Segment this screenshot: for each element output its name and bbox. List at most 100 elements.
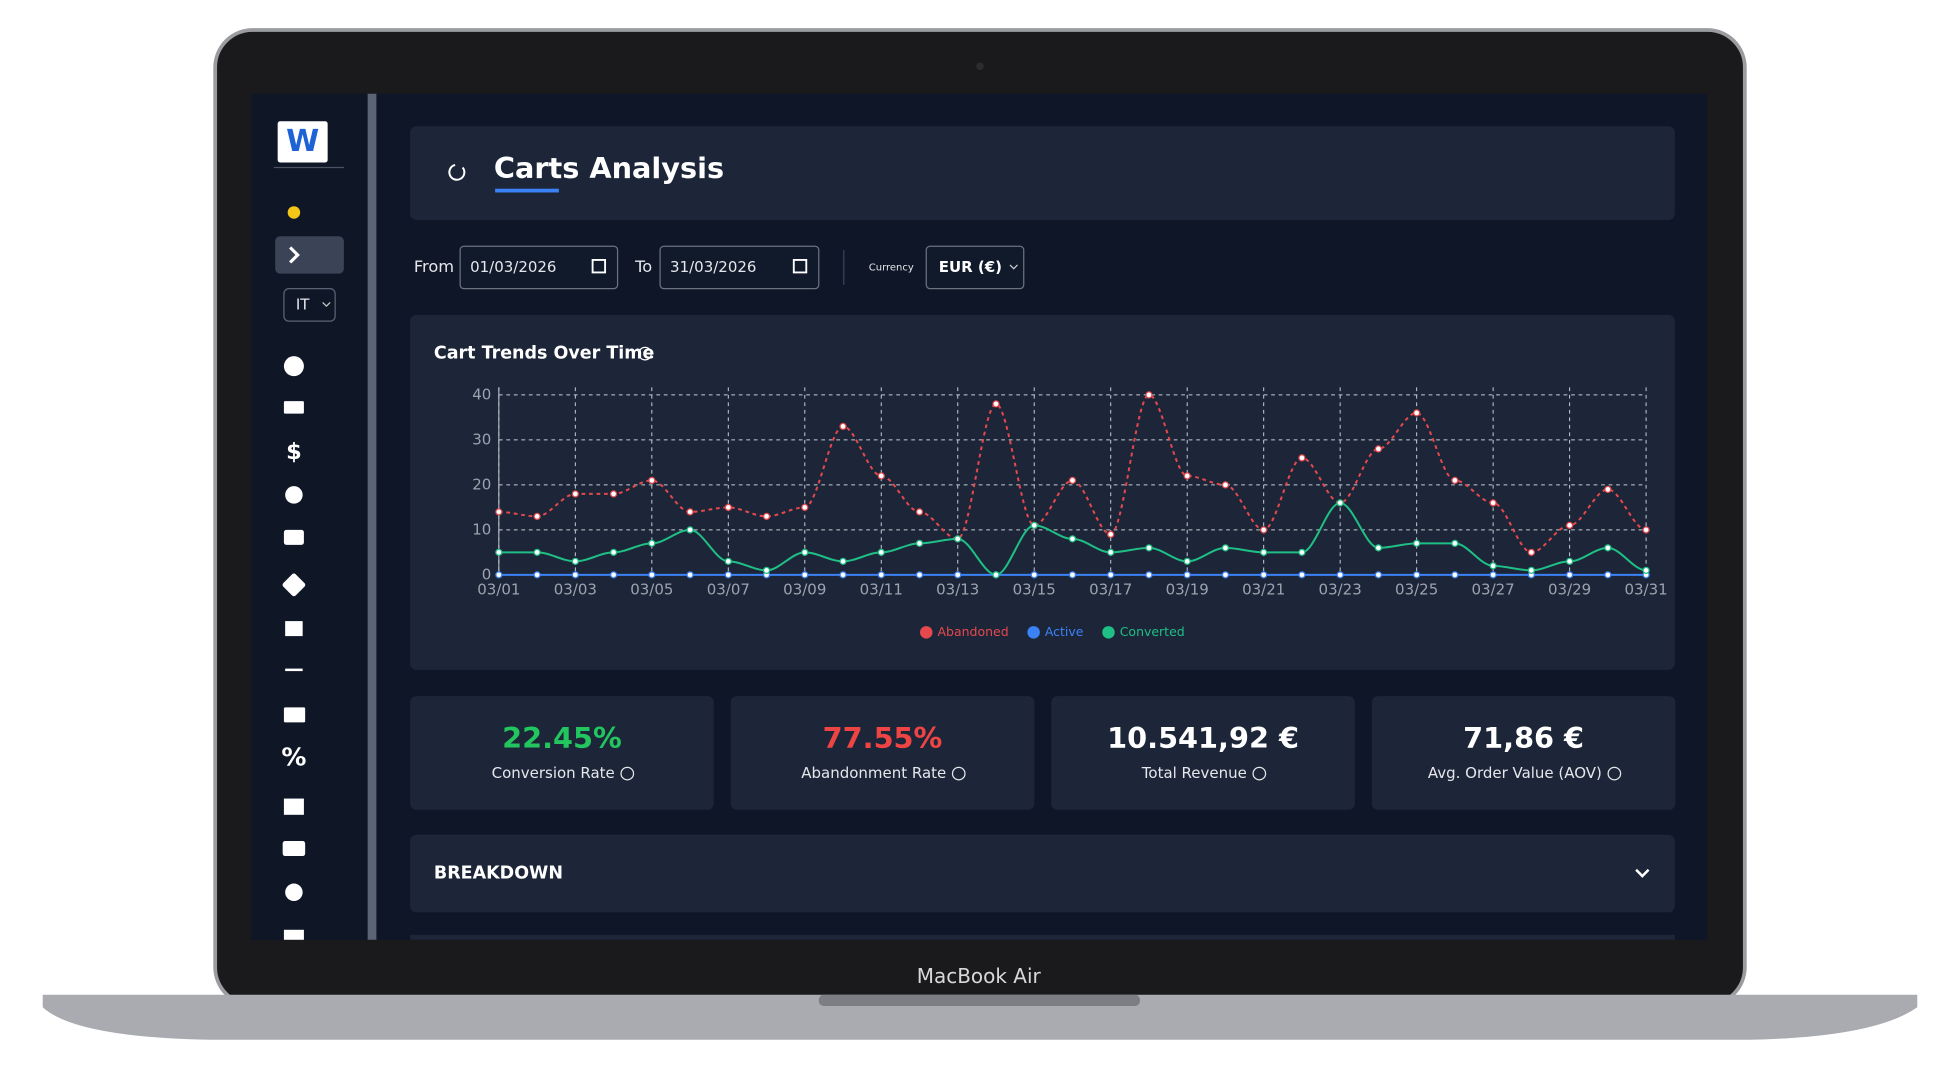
calendar-icon[interactable] bbox=[792, 259, 808, 274]
from-date-input[interactable] bbox=[459, 245, 619, 290]
nav-globe[interactable] bbox=[285, 883, 303, 902]
x-tick-label: 03/19 bbox=[1166, 580, 1209, 598]
dropdown-icon bbox=[322, 301, 331, 308]
collapse-button[interactable] bbox=[275, 236, 344, 274]
camera bbox=[976, 62, 984, 70]
data-point bbox=[1451, 476, 1459, 485]
data-point bbox=[839, 571, 847, 579]
data-point bbox=[1336, 571, 1344, 579]
x-tick-label: 03/01 bbox=[477, 580, 520, 598]
nav-filters[interactable] bbox=[285, 668, 303, 672]
from-date: 01/03/2026 bbox=[470, 258, 556, 276]
data-point bbox=[1604, 544, 1612, 552]
legend-swatch bbox=[1102, 626, 1115, 639]
nav-dashboard[interactable] bbox=[283, 356, 304, 377]
data-point bbox=[1565, 557, 1574, 565]
data-point bbox=[801, 548, 809, 556]
legend-swatch bbox=[1027, 626, 1040, 639]
x-tick-label: 03/13 bbox=[936, 580, 979, 598]
data-point bbox=[1183, 472, 1191, 480]
theme-toggle[interactable] bbox=[287, 206, 301, 219]
data-point bbox=[1451, 571, 1459, 579]
nav-warehouse[interactable] bbox=[283, 798, 304, 815]
x-tick-label: 03/25 bbox=[1395, 580, 1438, 598]
data-point bbox=[1489, 562, 1497, 570]
data-point bbox=[877, 548, 885, 556]
legend-label: Active bbox=[1045, 624, 1084, 639]
y-tick-label: 30 bbox=[472, 430, 491, 448]
language: IT bbox=[296, 295, 310, 313]
nav-media[interactable] bbox=[283, 929, 304, 940]
y-tick-label: 40 bbox=[472, 385, 491, 403]
language-select[interactable] bbox=[283, 288, 336, 322]
logo: W bbox=[286, 124, 319, 159]
currency: EUR (€) bbox=[939, 258, 1002, 276]
nav-tags[interactable] bbox=[282, 572, 307, 597]
data-point bbox=[609, 548, 618, 556]
data-point bbox=[1030, 571, 1038, 579]
kpi-label: Conversion Rate bbox=[492, 764, 615, 782]
chevron-icon bbox=[289, 246, 300, 264]
breakdown-card[interactable] bbox=[410, 834, 1675, 913]
data-point bbox=[571, 490, 579, 498]
calendar-icon[interactable] bbox=[591, 259, 607, 274]
currency-select[interactable] bbox=[925, 245, 1025, 290]
data-point bbox=[1298, 548, 1306, 556]
title-underline bbox=[495, 188, 559, 193]
expand-icon[interactable] bbox=[1635, 868, 1650, 878]
logo-box[interactable] bbox=[277, 121, 328, 163]
data-point bbox=[1336, 499, 1344, 507]
kpi-card bbox=[730, 696, 1035, 810]
data-point bbox=[1451, 539, 1459, 547]
data-point bbox=[762, 512, 771, 521]
data-point bbox=[648, 571, 656, 579]
data-point bbox=[915, 539, 924, 547]
y-tick-label: 20 bbox=[472, 475, 491, 493]
info-icon[interactable] bbox=[951, 766, 966, 781]
y-tick-label: 0 bbox=[482, 565, 492, 583]
kpi-card bbox=[1051, 696, 1355, 810]
data-point bbox=[1068, 476, 1077, 485]
nav-customers[interactable] bbox=[285, 486, 303, 504]
data-point bbox=[1374, 445, 1383, 453]
data-point bbox=[724, 503, 732, 512]
x-tick-label: 03/07 bbox=[707, 580, 750, 598]
info-icon[interactable] bbox=[638, 346, 652, 361]
sidebar bbox=[251, 93, 367, 940]
data-point bbox=[1489, 499, 1497, 507]
info-icon[interactable] bbox=[620, 766, 635, 781]
x-tick-label: 03/15 bbox=[1013, 580, 1056, 598]
to-date-input[interactable] bbox=[659, 245, 820, 290]
nav-products[interactable] bbox=[283, 529, 304, 545]
data-point bbox=[1413, 539, 1421, 547]
nav-sales-icon[interactable]: $ bbox=[286, 439, 302, 465]
laptop-base bbox=[42, 994, 1918, 1040]
data-point bbox=[1221, 544, 1230, 552]
data-point bbox=[915, 508, 924, 516]
data-point bbox=[1565, 521, 1574, 530]
chart: 0 10 20 30 40 03/01 03/03 03/05 03/07 03/09 03/11 0… bbox=[472, 385, 1667, 638]
data-point bbox=[609, 571, 618, 579]
nav-shipping[interactable] bbox=[282, 841, 306, 857]
data-point bbox=[1298, 454, 1306, 462]
info-icon[interactable] bbox=[1252, 766, 1267, 781]
data-point bbox=[724, 557, 732, 565]
refresh-icon[interactable] bbox=[448, 163, 466, 181]
nav-carts[interactable] bbox=[283, 401, 304, 414]
info-icon[interactable] bbox=[1607, 766, 1622, 781]
data-point bbox=[1183, 571, 1191, 579]
nav-discounts[interactable]: % bbox=[281, 743, 306, 772]
kpi-value: 22.45% bbox=[502, 721, 622, 755]
data-point bbox=[1145, 391, 1153, 399]
data-point bbox=[1604, 485, 1612, 494]
legend-label: Abandoned bbox=[938, 624, 1009, 639]
nav-lists[interactable] bbox=[285, 621, 303, 637]
data-point bbox=[1604, 571, 1612, 579]
data-point bbox=[571, 557, 579, 565]
scrollbar bbox=[367, 93, 377, 940]
device-label: MacBook Air bbox=[917, 964, 1042, 988]
data-point bbox=[801, 571, 809, 579]
nav-folders[interactable] bbox=[283, 707, 306, 723]
